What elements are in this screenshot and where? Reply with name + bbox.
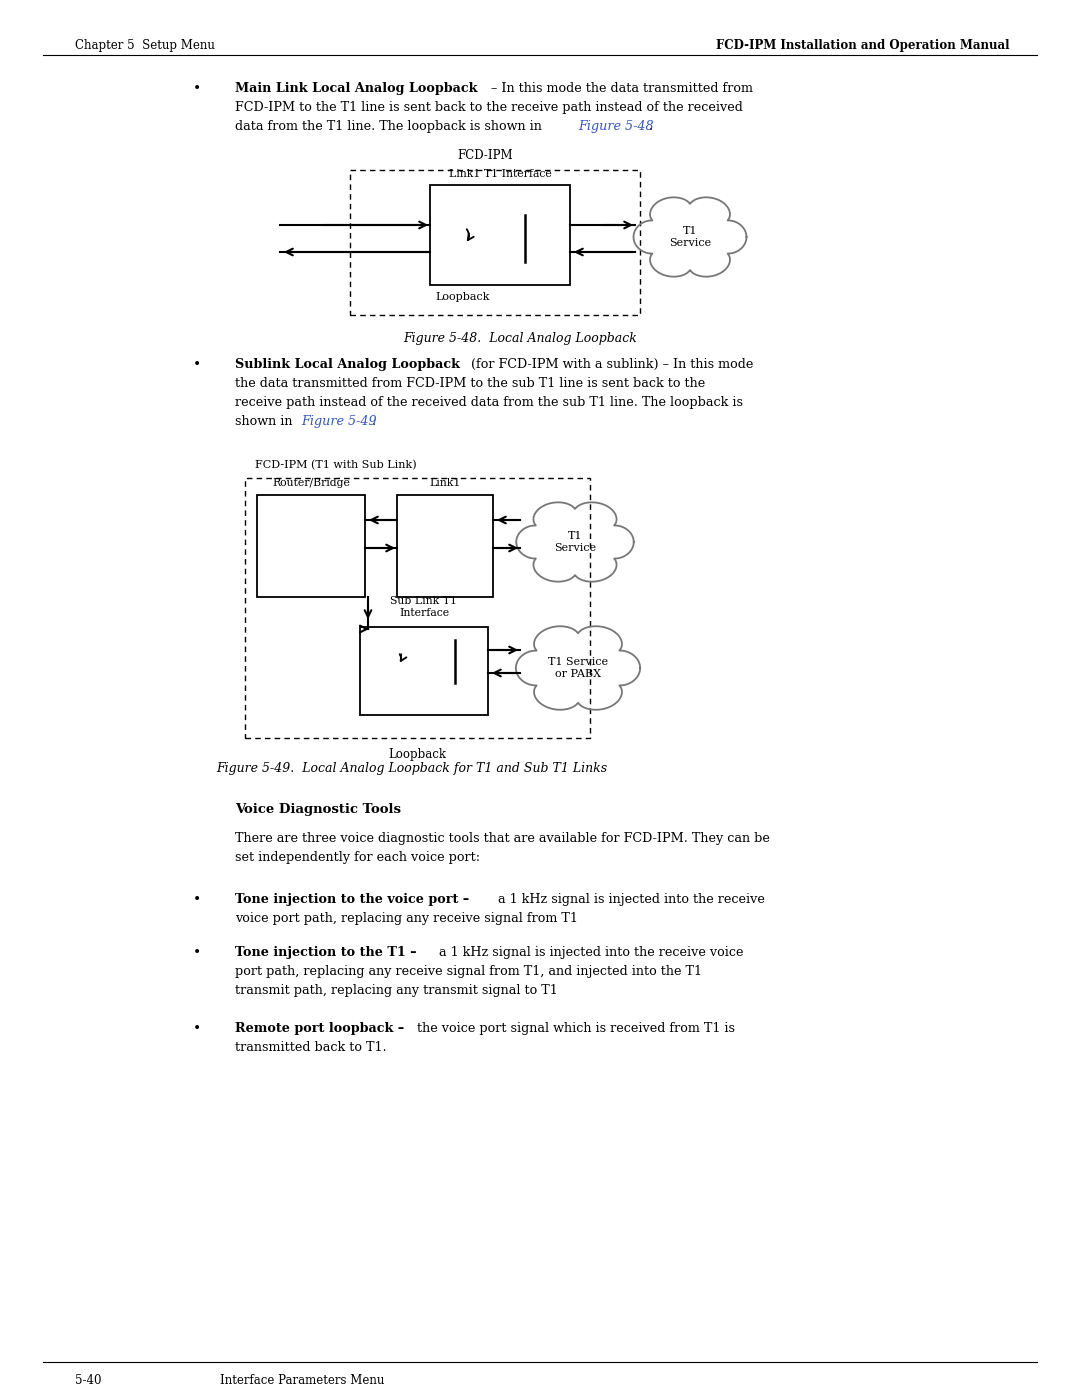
Text: 5-40: 5-40 [75, 1373, 102, 1386]
Text: – In this mode the data transmitted from: – In this mode the data transmitted from [487, 82, 753, 95]
Bar [360, 627, 488, 715]
Text: (for FCD-IPM with a sublink) – In this mode: (for FCD-IPM with a sublink) – In this m… [467, 358, 754, 372]
Text: the voice port signal which is received from T1 is: the voice port signal which is received … [413, 1023, 735, 1035]
Text: the data transmitted from FCD-IPM to the sub T1 line is sent back to the: the data transmitted from FCD-IPM to the… [235, 377, 705, 390]
Text: Figure 5-48.  Local Analog Loopback: Figure 5-48. Local Analog Loopback [403, 332, 637, 345]
Text: •: • [193, 946, 201, 960]
Text: a 1 kHz signal is injected into the receive voice: a 1 kHz signal is injected into the rece… [435, 946, 743, 958]
Text: data from the T1 line. The loopback is shown in: data from the T1 line. The loopback is s… [235, 120, 545, 133]
Text: •: • [193, 1023, 201, 1037]
Text: T1 Service
or PABX: T1 Service or PABX [548, 657, 608, 679]
Text: Loopback: Loopback [389, 747, 446, 761]
Text: Main Link Local Analog Loopback: Main Link Local Analog Loopback [235, 82, 477, 95]
Text: Figure 5-49.  Local Analog Loopback for T1 and Sub T1 Links: Figure 5-49. Local Analog Loopback for T… [216, 761, 607, 775]
Text: Figure 5-49: Figure 5-49 [301, 415, 377, 427]
Text: FCD-IPM: FCD-IPM [457, 149, 513, 162]
Text: transmitted back to T1.: transmitted back to T1. [235, 1041, 387, 1053]
Text: Interface Parameters Menu: Interface Parameters Menu [220, 1373, 384, 1386]
Text: Router/Bridge: Router/Bridge [272, 478, 350, 488]
Text: FCD-IPM to the T1 line is sent back to the receive path instead of the received: FCD-IPM to the T1 line is sent back to t… [235, 101, 743, 115]
Text: .: . [649, 120, 653, 133]
Text: receive path instead of the received data from the sub T1 line. The loopback is: receive path instead of the received dat… [235, 395, 743, 409]
Text: Tone injection to the voice port –: Tone injection to the voice port – [235, 893, 469, 907]
Text: Sublink Local Analog Loopback: Sublink Local Analog Loopback [235, 358, 460, 372]
Text: a 1 kHz signal is injected into the receive: a 1 kHz signal is injected into the rece… [494, 893, 765, 907]
Text: .: . [372, 415, 376, 427]
Text: T1
Service: T1 Service [554, 531, 596, 553]
Bar [350, 170, 640, 314]
Text: FCD-IPM Installation and Operation Manual: FCD-IPM Installation and Operation Manua… [716, 39, 1010, 52]
Text: port path, replacing any receive signal from T1, and injected into the T1: port path, replacing any receive signal … [235, 965, 702, 978]
Text: FCD-IPM (T1 with Sub Link): FCD-IPM (T1 with Sub Link) [255, 460, 417, 469]
Text: Figure 5-48: Figure 5-48 [578, 120, 653, 133]
Text: There are three voice diagnostic tools that are available for FCD-IPM. They can : There are three voice diagnostic tools t… [235, 833, 770, 845]
Text: Sub Link T1
Interface: Sub Link T1 Interface [391, 597, 458, 617]
Text: transmit path, replacing any transmit signal to T1: transmit path, replacing any transmit si… [235, 983, 557, 997]
Bar [245, 478, 590, 738]
Text: Remote port loopback –: Remote port loopback – [235, 1023, 404, 1035]
Bar [257, 495, 365, 597]
Text: Voice Diagnostic Tools: Voice Diagnostic Tools [235, 803, 401, 816]
Text: T1
Service: T1 Service [669, 226, 711, 247]
Text: shown in: shown in [235, 415, 297, 427]
Text: Tone injection to the T1 –: Tone injection to the T1 – [235, 946, 417, 958]
Text: Link1 T1 Interface: Link1 T1 Interface [448, 169, 552, 179]
Text: set independently for each voice port:: set independently for each voice port: [235, 851, 481, 863]
Text: Chapter 5  Setup Menu: Chapter 5 Setup Menu [75, 39, 215, 52]
Text: Loopback: Loopback [435, 292, 489, 302]
Text: voice port path, replacing any receive signal from T1: voice port path, replacing any receive s… [235, 912, 578, 925]
Bar [397, 495, 492, 597]
Text: Link1: Link1 [430, 478, 461, 488]
Text: •: • [193, 82, 201, 96]
Text: •: • [193, 358, 201, 372]
Bar [430, 184, 570, 285]
Text: •: • [193, 893, 201, 907]
